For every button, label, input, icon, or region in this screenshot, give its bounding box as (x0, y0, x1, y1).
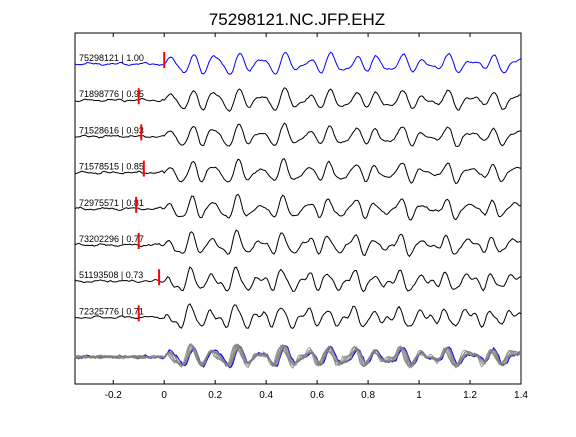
stack-trace-line (74, 343, 522, 369)
traces-layer: 75298121 | 1.00 71898776 | 0.95 71528616 |… (74, 51, 522, 330)
trace-line (74, 87, 521, 112)
plot-frame (74, 32, 522, 385)
x-tick-label: 0.6 (310, 390, 324, 401)
stack-layer (74, 342, 522, 369)
trace-line (74, 303, 522, 330)
trace-label: 72975571 | 0.81 (79, 198, 144, 208)
x-tick-label: 1.2 (463, 390, 477, 401)
trace-line (74, 193, 522, 221)
x-tick-label: -0.2 (105, 390, 123, 401)
trace-label: 51193508 | 0.73 (79, 270, 143, 280)
x-tick-label: 0.8 (361, 390, 375, 401)
trace-label: 71898776 | 0.95 (79, 89, 144, 99)
x-tick-label: 1 (416, 390, 422, 401)
x-tick-label: 0.2 (208, 390, 222, 401)
x-tick-label: 0 (161, 390, 167, 401)
trace-line (74, 266, 522, 293)
trace-label: 71528616 | 0.93 (79, 125, 144, 135)
trace-line (74, 158, 522, 185)
chart-title: 75298121.NC.JFP.EHZ (209, 10, 385, 29)
trace-line (74, 51, 522, 75)
x-tick-label: 1.4 (514, 390, 528, 401)
trace-label: 72325776 | 0.71 (79, 306, 144, 316)
trace-line (74, 122, 522, 148)
x-axis: -0.2 0 0.2 0.4 0.6 0.8 1 1.2 1.4 (105, 33, 528, 401)
trace-label: 75298121 | 1.00 (79, 53, 144, 63)
trace-line (74, 229, 522, 258)
trace-label: 73202296 | 0.77 (79, 234, 144, 244)
trace-label: 71578515 | 0.85 (79, 162, 144, 172)
x-tick-label: 0.4 (259, 390, 273, 401)
